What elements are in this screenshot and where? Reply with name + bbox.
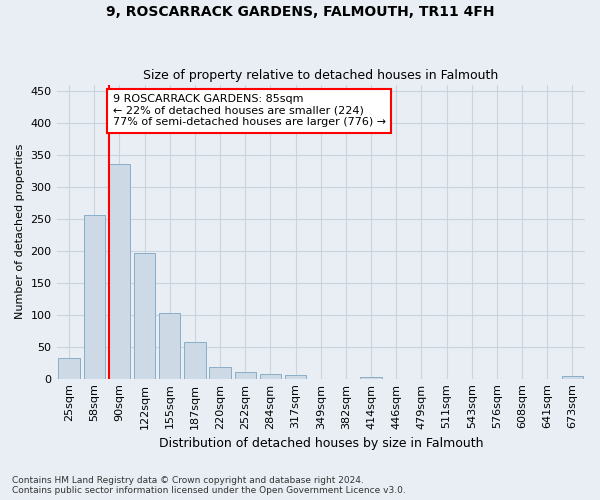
Bar [159, 313, 181, 378]
Text: 9 ROSCARRACK GARDENS: 85sqm
← 22% of detached houses are smaller (224)
77% of se: 9 ROSCARRACK GARDENS: 85sqm ← 22% of det… [113, 94, 386, 128]
Bar [184, 342, 206, 378]
Bar [209, 367, 231, 378]
Bar [361, 377, 382, 378]
Title: Size of property relative to detached houses in Falmouth: Size of property relative to detached ho… [143, 69, 499, 82]
Bar [235, 372, 256, 378]
Bar [134, 252, 155, 378]
Bar [285, 376, 307, 378]
Text: Contains HM Land Registry data © Crown copyright and database right 2024.
Contai: Contains HM Land Registry data © Crown c… [12, 476, 406, 495]
Bar [260, 374, 281, 378]
Bar [562, 376, 583, 378]
Y-axis label: Number of detached properties: Number of detached properties [15, 144, 25, 320]
Text: 9, ROSCARRACK GARDENS, FALMOUTH, TR11 4FH: 9, ROSCARRACK GARDENS, FALMOUTH, TR11 4F… [106, 5, 494, 19]
Bar [58, 358, 80, 378]
X-axis label: Distribution of detached houses by size in Falmouth: Distribution of detached houses by size … [158, 437, 483, 450]
Bar [109, 164, 130, 378]
Bar [83, 215, 105, 378]
